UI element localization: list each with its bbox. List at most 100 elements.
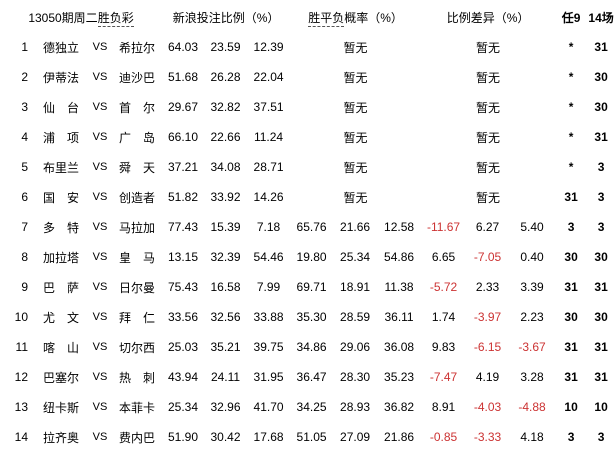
diff-win: -5.72 [429,280,458,294]
ren9-value: 3 [567,430,575,444]
table-row: 10 尤 文 VS 拜 仁 33.56 32.56 33.88 35.30 28.59 36.11… [0,302,615,332]
vs-label: VS [92,41,108,53]
away-team: 创造者 [119,190,156,205]
diff-draw: -3.33 [473,430,502,444]
table-row: 6 国 安 VS 创造者 51.82 33.92 14.26 暂无 暂无 31 3 [0,182,615,212]
bet-ratio-win: 75.43 [168,280,199,294]
vs-label: VS [92,221,108,233]
diff-draw: -7.05 [473,250,502,264]
prob-loss: 35.23 [384,370,415,384]
col-header-prob: 胜平负概率（%） [290,2,421,32]
matches14-value: 31 [594,340,608,354]
prob-placeholder: 暂无 [343,40,368,55]
matches14-value: 31 [594,370,608,384]
prob-header-suffix: 概率（%） [344,10,403,25]
diff-placeholder: 暂无 [476,160,501,175]
bet-ratio-win: 64.03 [168,40,199,54]
diff-placeholder: 暂无 [476,190,501,205]
bet-ratio-win: 77.43 [168,220,199,234]
vs-label: VS [92,311,108,323]
table-row: 1 德独立 VS 希拉尔 64.03 23.59 12.39 暂无 暂无 * 31 [0,32,615,62]
bet-ratio-loss: 12.39 [253,40,284,54]
match-number: 3 [21,100,28,114]
away-team: 马拉加 [119,220,156,235]
prob-win: 34.86 [296,340,327,354]
table-row: 4 浦 项 VS 广 岛 66.10 22.66 11.24 暂无 暂无 * 31 [0,122,615,152]
lottery-type-link[interactable]: 胜负彩 [97,10,134,27]
bet-ratio-draw: 35.21 [210,340,241,354]
diff-loss: 5.40 [520,220,544,234]
vs-label: VS [92,161,108,173]
diff-loss: 2.23 [520,310,544,324]
bet-ratio-loss: 22.04 [253,70,284,84]
table-row: 5 布里兰 VS 舜 天 37.21 34.08 28.71 暂无 暂无 * 3 [0,152,615,182]
vs-label: VS [92,401,108,413]
bet-ratio-loss: 54.46 [253,250,284,264]
vs-label: VS [92,281,108,293]
col-header-diff: 比例差异（%） [446,10,530,25]
diff-placeholder: 暂无 [476,100,501,115]
bet-ratio-loss: 11.24 [253,130,284,144]
bet-ratio-draw: 22.66 [210,130,241,144]
diff-draw: -3.97 [473,310,502,324]
matches14-value: 30 [594,100,608,114]
prob-placeholder: 暂无 [343,160,368,175]
home-team: 伊蒂法 [42,70,79,85]
home-team: 仙 台 [42,100,79,115]
prob-loss: 36.08 [384,340,415,354]
bet-ratio-draw: 32.82 [210,100,241,114]
prob-placeholder: 暂无 [343,100,368,115]
away-team: 热 刺 [119,370,156,385]
table-row: 8 加拉塔 VS 皇 马 13.15 32.39 54.46 19.80 25.34 54.86 6… [0,242,615,272]
ren9-value: 31 [564,370,578,384]
matches14-value: 31 [594,280,608,294]
table-row: 7 多 特 VS 马拉加 77.43 15.39 7.18 65.76 21.66 12.58 -1… [0,212,615,242]
page-title: 13050期周二胜负彩 [0,2,162,32]
prob-win: 69.71 [296,280,327,294]
vs-label: VS [92,191,108,203]
vs-label: VS [92,251,108,263]
diff-loss: 4.18 [520,430,544,444]
match-number: 9 [21,280,28,294]
ren9-value: * [568,160,574,174]
match-number: 10 [14,310,28,324]
vs-label: VS [92,131,108,143]
diff-draw: -4.03 [473,400,502,414]
home-team: 多 特 [42,220,79,235]
bet-ratio-loss: 7.18 [256,220,281,234]
home-team: 国 安 [42,190,79,205]
home-team: 尤 文 [42,310,79,325]
home-team: 加拉塔 [42,250,79,265]
vs-label: VS [92,431,108,443]
matches14-value: 10 [594,400,608,414]
matches14-value: 31 [594,130,608,144]
prob-placeholder: 暂无 [343,70,368,85]
away-team: 迪沙巴 [119,70,156,85]
ren9-value: * [568,130,574,144]
vs-label: VS [92,341,108,353]
prob-win: 19.80 [296,250,327,264]
bet-ratio-win: 43.94 [168,370,199,384]
home-team: 纽卡斯 [42,400,79,415]
bet-ratio-win: 33.56 [168,310,199,324]
away-team: 希拉尔 [119,40,156,55]
away-team: 舜 天 [119,160,156,175]
prob-term-link[interactable]: 胜平负 [308,10,345,27]
bet-ratio-draw: 26.28 [210,70,241,84]
col-header-ren9: 任9 [561,10,581,25]
bet-ratio-draw: 32.39 [210,250,241,264]
table-row: 11 喀 山 VS 切尔西 25.03 35.21 39.75 34.86 29.06 36.08… [0,332,615,362]
prob-draw: 28.93 [340,400,371,414]
diff-win: -7.47 [429,370,458,384]
home-team: 浦 项 [42,130,79,145]
match-number: 13 [14,400,28,414]
ren9-value: 3 [567,220,575,234]
home-team: 喀 山 [42,340,79,355]
away-team: 切尔西 [119,340,156,355]
diff-loss: 3.39 [520,280,544,294]
match-number: 7 [21,220,28,234]
prob-placeholder: 暂无 [343,190,368,205]
match-number: 2 [21,70,28,84]
diff-draw: 2.33 [475,280,500,294]
bet-ratio-draw: 15.39 [210,220,241,234]
